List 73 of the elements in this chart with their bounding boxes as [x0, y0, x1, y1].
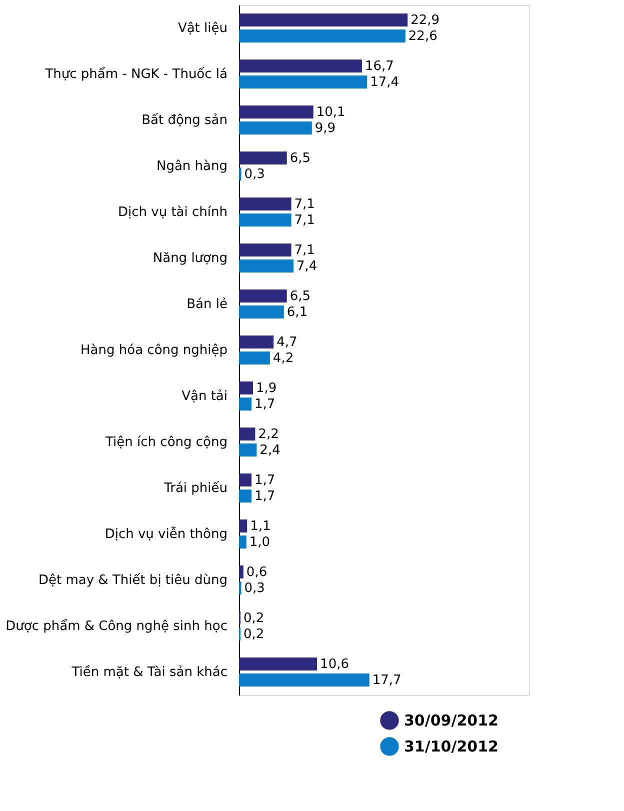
data-label: 1,0	[249, 535, 270, 550]
bar	[239, 490, 252, 503]
data-label: 9,9	[314, 121, 336, 136]
bar	[239, 59, 362, 72]
data-label: 1,1	[250, 518, 271, 534]
data-label: 10,1	[316, 104, 346, 120]
data-label: 10,6	[320, 656, 349, 672]
data-label: 1,7	[254, 472, 276, 488]
y-tick-label: Ngân hàng	[156, 159, 228, 174]
y-tick-label: Tiện ích công cộng	[104, 435, 228, 450]
bar	[239, 122, 312, 135]
bar	[239, 519, 248, 532]
y-tick-label: Dịch vụ tài chính	[118, 205, 228, 220]
data-label: 7,1	[294, 196, 315, 212]
bar	[239, 13, 408, 26]
data-label: 6,5	[290, 288, 311, 304]
bar	[239, 30, 406, 43]
bar	[239, 105, 314, 118]
bar	[239, 335, 274, 348]
y-tick-label: Bán lẻ	[186, 297, 228, 312]
bar	[239, 243, 292, 256]
y-tick-label: Tiền mặt & Tài sản khác	[70, 664, 228, 680]
data-label: 0,6	[246, 564, 268, 580]
data-label: 1,7	[254, 397, 276, 412]
bar	[239, 427, 256, 440]
bar	[239, 657, 318, 670]
bar	[239, 289, 287, 302]
data-label: 4,7	[276, 334, 298, 350]
y-tick-label: Vật liệu	[178, 21, 228, 36]
data-label: 7,1	[294, 242, 315, 258]
data-label: 1,7	[254, 489, 276, 504]
bar	[239, 444, 257, 457]
y-tick-label: Hàng hóa công nghiệp	[80, 343, 228, 358]
bar	[239, 306, 284, 319]
y-tick-label: Dịch vụ viễn thông	[104, 526, 228, 542]
y-tick-label: Trái phiếu	[163, 481, 228, 496]
data-label: 22,6	[408, 29, 438, 44]
data-label: 4,2	[272, 351, 294, 366]
data-label: 1,9	[256, 380, 277, 396]
bar	[239, 536, 246, 549]
bar	[239, 398, 252, 411]
y-tick-label: Dược phẩm & Công nghệ sinh học	[6, 618, 228, 634]
legend-label: 30/09/2012	[404, 712, 498, 730]
y-tick-label: Bất động sản	[142, 113, 228, 128]
data-label: 17,4	[370, 75, 400, 90]
data-label: 0,2	[243, 610, 264, 626]
legend-label: 31/10/2012	[404, 738, 498, 756]
data-label: 0,3	[244, 581, 265, 596]
data-label: 0,3	[244, 167, 265, 182]
bar	[239, 352, 270, 365]
data-label: 2,4	[260, 443, 280, 458]
bar	[239, 260, 294, 273]
bar	[239, 381, 253, 394]
data-label: 22,9	[410, 12, 440, 28]
y-tick-label: Năng lượng	[152, 251, 228, 266]
data-label: 0,2	[243, 627, 264, 642]
data-label: 7,1	[294, 213, 315, 228]
data-label: 17,7	[372, 673, 402, 688]
y-tick-label: Thực phẩm - NGK - Thuốc lá	[44, 66, 228, 82]
bar	[239, 214, 292, 227]
data-label: 7,4	[296, 259, 318, 274]
bar	[239, 197, 292, 210]
bar	[239, 565, 244, 578]
bar	[239, 473, 252, 486]
bar	[239, 674, 370, 687]
data-label: 6,5	[290, 150, 311, 166]
data-label: 6,1	[286, 305, 308, 320]
bar	[239, 76, 368, 89]
data-label: 2,2	[258, 426, 279, 442]
bar	[239, 151, 287, 164]
y-tick-label: Dệt may & Thiết bị tiêu dùng	[38, 573, 228, 588]
y-tick-label: Vận tải	[182, 389, 228, 404]
data-label: 16,7	[364, 58, 394, 74]
